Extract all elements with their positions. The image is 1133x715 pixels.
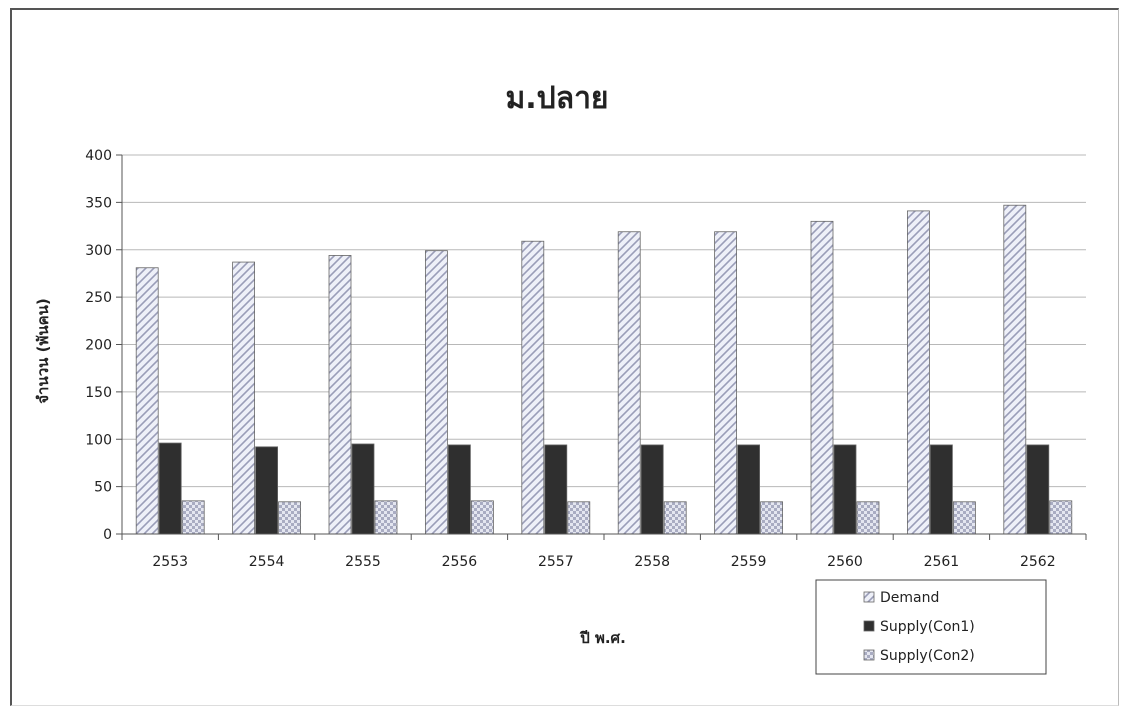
x-tick-label: 2556 <box>442 554 478 570</box>
gridlines <box>122 154 1086 488</box>
bar-demand <box>521 240 545 535</box>
y-axis-label: จำนวน (พันคน) <box>34 298 52 404</box>
bar-supply-con1- <box>833 444 857 535</box>
bar-demand <box>328 255 352 535</box>
y-tick-label: 0 <box>103 527 112 543</box>
legend-label: Supply(Con1) <box>880 619 975 635</box>
x-tick-label: 2558 <box>634 554 670 570</box>
legend: Demand Supply(Con1) Supply(Con2) <box>815 579 1047 675</box>
x-tick-label: 2562 <box>1020 554 1056 570</box>
x-tick-label: 2555 <box>345 554 381 570</box>
bar-demand <box>617 231 641 535</box>
bar-supply-con2- <box>1049 500 1073 535</box>
legend-swatch <box>863 620 875 632</box>
bar-demand <box>810 220 834 535</box>
bar-demand <box>232 261 256 535</box>
y-tick-label: 150 <box>85 385 112 401</box>
bar-supply-con2- <box>181 500 205 535</box>
bar-supply-con1- <box>930 444 953 535</box>
bar-supply-con2- <box>278 501 302 535</box>
bar-supply-con2- <box>760 501 783 535</box>
bar-demand <box>714 231 737 535</box>
legend-swatch <box>863 591 875 603</box>
x-axis-label: ปี พ.ศ. <box>579 629 626 647</box>
y-tick-label: 100 <box>85 432 112 448</box>
x-tick-label: 2554 <box>249 554 285 570</box>
y-tick-label: 300 <box>85 243 112 259</box>
legend-label: Supply(Con2) <box>880 648 975 664</box>
legend-swatch <box>863 649 875 661</box>
bar-demand <box>1003 204 1027 535</box>
bar-supply-con2- <box>567 501 591 535</box>
x-tick-label: 2557 <box>538 554 574 570</box>
x-tick-labels: 2553 2554 2555 2556 2557 2558 2559 2560 2561 2562 <box>121 534 1087 570</box>
y-tick-labels: 0 50 100 150 200 250 300 350 400 <box>85 148 122 543</box>
chart-frame: ม.ปลาย จำนวน (พันคน) ปี พ.ศ. 0 50 100 150 20… <box>10 8 1119 706</box>
y-tick-label: 50 <box>94 480 112 496</box>
bar-supply-con2- <box>953 501 976 535</box>
bar-supply-con1- <box>351 443 375 535</box>
x-tick-label: 2560 <box>827 554 863 570</box>
bar-supply-con2- <box>663 501 687 535</box>
chart: ม.ปลาย จำนวน (พันคน) ปี พ.ศ. 0 50 100 150 20… <box>34 81 1087 675</box>
bars <box>135 204 1073 535</box>
bar-supply-con1- <box>544 444 568 535</box>
y-tick-label: 200 <box>85 338 112 354</box>
bar-supply-con1- <box>737 444 760 535</box>
bar-supply-con1- <box>447 444 471 535</box>
bar-supply-con1- <box>158 442 182 535</box>
bar-supply-con1- <box>1026 444 1050 535</box>
y-tick-label: 350 <box>85 195 112 211</box>
bar-demand <box>907 210 930 535</box>
bar-supply-con1- <box>640 444 664 535</box>
x-tick-label: 2559 <box>731 554 767 570</box>
bar-supply-con1- <box>255 446 279 535</box>
bar-supply-con2- <box>374 500 398 535</box>
y-tick-label: 400 <box>85 148 112 164</box>
chart-title: ม.ปลาย <box>505 81 608 116</box>
bar-supply-con2- <box>470 500 494 535</box>
bar-demand <box>135 267 159 535</box>
y-tick-label: 250 <box>85 290 112 306</box>
legend-box <box>815 579 1047 675</box>
axes <box>121 155 1086 535</box>
legend-label: Demand <box>880 590 939 606</box>
bar-supply-con2- <box>856 501 880 535</box>
x-tick-label: 2553 <box>152 554 188 570</box>
bar-demand <box>424 250 448 535</box>
x-tick-label: 2561 <box>924 554 960 570</box>
